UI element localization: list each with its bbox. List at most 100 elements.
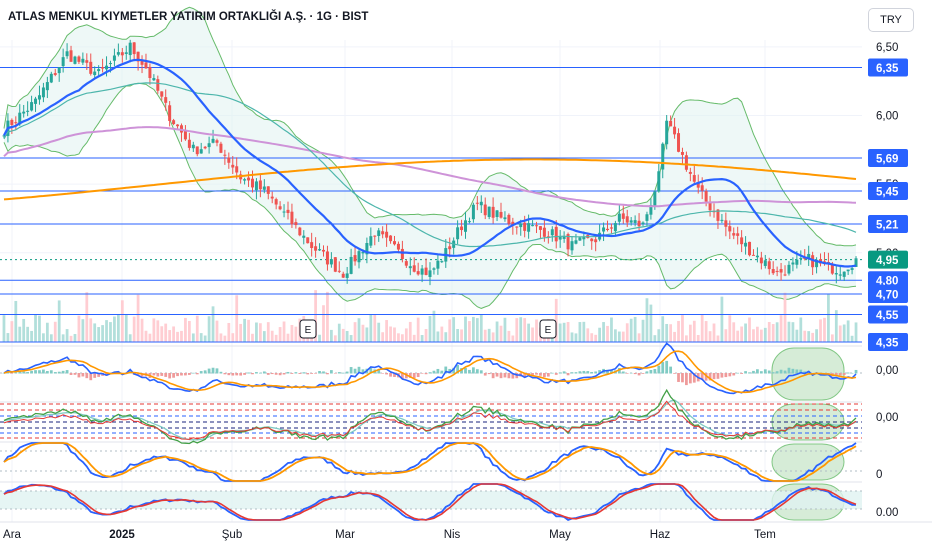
candle-body: [132, 42, 136, 55]
highlight-zone: [771, 443, 845, 481]
candle-body: [653, 191, 657, 207]
histogram-bar: [333, 373, 337, 374]
candle-body: [81, 58, 85, 63]
histogram-bar: [468, 369, 471, 374]
histogram-bar: [594, 371, 598, 374]
candle-body: [842, 271, 846, 277]
histogram-bar: [180, 373, 183, 376]
volume-bar: [602, 322, 605, 342]
candle-body: [791, 262, 795, 265]
histogram-bar: [326, 373, 329, 375]
candle-body: [168, 105, 172, 121]
histogram-bar: [799, 369, 803, 374]
volume-bar: [223, 335, 227, 342]
oscillator-value-label: 0,00: [876, 412, 898, 424]
volume-bar: [10, 321, 14, 342]
histogram-bar: [223, 373, 227, 375]
histogram-bar: [681, 373, 684, 383]
volume-bar: [231, 333, 235, 342]
candle-body: [199, 149, 203, 154]
candle-body: [574, 240, 578, 244]
volume-bar: [191, 333, 195, 342]
candle-body: [69, 50, 73, 62]
histogram-bar: [554, 373, 558, 375]
histogram-bar: [854, 369, 858, 374]
histogram-bar: [677, 373, 680, 382]
candle-body: [26, 110, 30, 112]
candle-body: [369, 236, 373, 246]
candle-body: [428, 270, 432, 277]
candle-body: [708, 203, 712, 211]
price-level-tag-text: 5,21: [876, 219, 899, 231]
histogram-bar: [543, 373, 546, 378]
volume-bar: [124, 314, 128, 342]
candle-body: [613, 223, 617, 232]
volume-bar: [629, 318, 633, 342]
histogram-bar: [464, 367, 467, 374]
candle-body: [73, 56, 77, 64]
y-tick-label: 6,50: [876, 42, 898, 54]
volume-bar: [759, 329, 763, 342]
candle-body: [759, 257, 763, 264]
histogram-bar: [460, 368, 463, 374]
candle-body: [286, 209, 290, 214]
histogram-bar: [353, 368, 357, 374]
candle-body: [609, 227, 613, 229]
price-level-tag-text: 5,69: [876, 154, 898, 166]
histogram-bar: [199, 371, 203, 374]
histogram-bar: [294, 372, 298, 374]
histogram-bar: [22, 371, 26, 374]
candle-body: [748, 241, 752, 256]
candle-body: [558, 236, 562, 240]
last-price-tag-text: 4,95: [876, 255, 899, 267]
histogram-bar: [314, 373, 317, 374]
volume-bar: [345, 331, 349, 342]
histogram-bar: [752, 370, 755, 374]
candle-body: [203, 146, 207, 149]
earnings-marker-box: [539, 319, 557, 339]
candle-body: [385, 231, 389, 238]
candle-body: [412, 265, 416, 272]
histogram-bar: [310, 373, 314, 374]
candle-body: [625, 216, 629, 223]
histogram-bar: [649, 369, 653, 374]
currency-selector[interactable]: TRY: [868, 8, 914, 32]
volume-bar: [109, 322, 112, 342]
volume-bar: [787, 321, 791, 342]
histogram-bar: [562, 371, 566, 374]
volume-bar: [625, 323, 629, 342]
candle-body: [606, 228, 610, 231]
x-tick-label: Mar: [335, 529, 355, 541]
volume-bar: [846, 320, 850, 342]
volume-bar: [692, 320, 696, 342]
volume-bar: [807, 331, 811, 342]
volume-bar: [456, 329, 459, 342]
candle-body: [538, 226, 542, 230]
candle-body: [499, 211, 503, 218]
candle-body: [633, 220, 637, 223]
candle-body: [460, 226, 464, 231]
volume-bar: [562, 322, 566, 342]
volume-bar: [251, 333, 254, 342]
candle-body: [274, 199, 278, 205]
candle-body: [554, 226, 558, 242]
volume-bar: [728, 315, 732, 342]
volume-bar: [247, 319, 250, 342]
volume-bar: [239, 323, 243, 342]
candle-body: [227, 157, 231, 163]
volume-bar: [440, 326, 444, 342]
candle-body: [531, 225, 535, 227]
candle-body: [321, 249, 325, 252]
histogram-bar: [203, 370, 207, 374]
histogram-bar: [136, 373, 140, 376]
volume-bar: [255, 322, 258, 342]
candle-body: [420, 268, 424, 275]
candle-body: [49, 73, 53, 83]
volume-bar: [614, 329, 617, 342]
candle-body: [830, 264, 834, 274]
histogram-bar: [629, 372, 633, 374]
candle-body: [404, 261, 408, 266]
volume-bar: [385, 320, 388, 342]
candle-body: [310, 242, 314, 249]
candle-body: [353, 255, 357, 262]
